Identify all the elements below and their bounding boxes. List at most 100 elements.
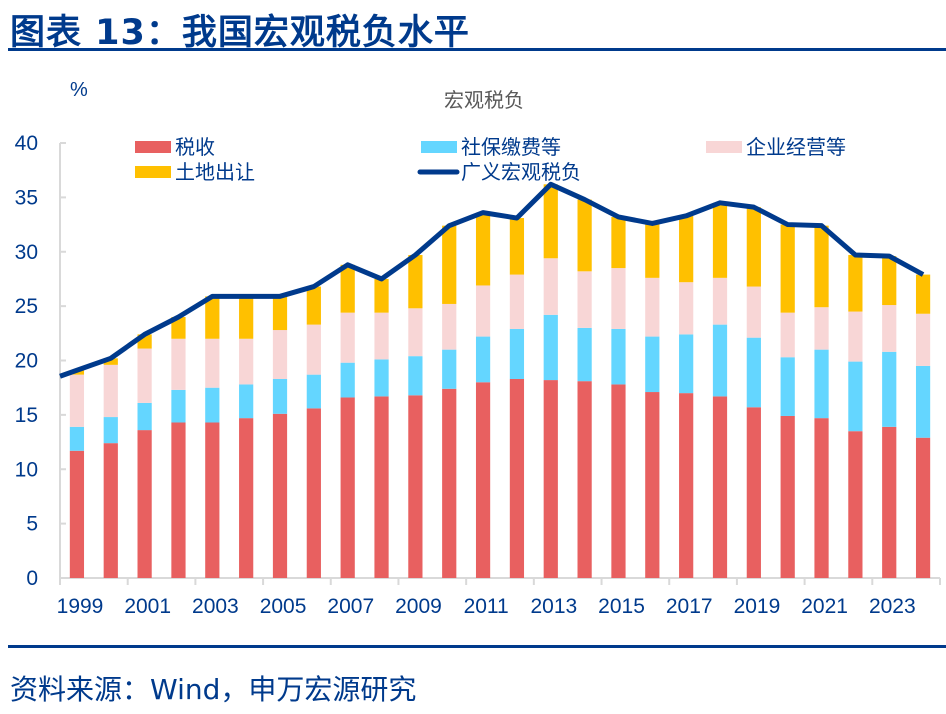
- bar-tax-2004: [239, 418, 254, 578]
- bar-tax-2014: [577, 381, 592, 578]
- bar-enterprise-2019: [746, 286, 761, 338]
- bar-tax-2024: [915, 437, 931, 578]
- bar-land-2011: [475, 212, 491, 286]
- bar-tax-2021: [814, 418, 829, 578]
- bar-enterprise-2022: [848, 311, 863, 362]
- bar-tax-2008: [374, 396, 389, 578]
- x-tick-label: 2013: [530, 595, 577, 618]
- bar-tax-2018: [712, 396, 728, 578]
- bar-social-2011: [475, 336, 491, 383]
- bar-land-2005: [272, 296, 288, 331]
- bar-social-2018: [712, 324, 728, 397]
- bar-tax-2010: [442, 388, 457, 578]
- bar-social-2017: [679, 334, 694, 394]
- y-tick-label: 35: [15, 186, 38, 209]
- bar-land-2004: [239, 296, 254, 339]
- bar-tax-2005: [272, 413, 288, 578]
- bar-social-2005: [272, 378, 288, 414]
- bar-social-2002: [171, 389, 186, 423]
- y-tick-label: 25: [15, 295, 38, 318]
- bar-social-2009: [408, 356, 423, 396]
- title-divider: [8, 48, 946, 51]
- bar-land-2012: [509, 218, 525, 275]
- bar-tax-2003: [205, 422, 220, 578]
- x-tick-label: 2007: [327, 595, 374, 618]
- bar-enterprise-2002: [171, 338, 186, 390]
- bar-social-2000: [103, 417, 118, 444]
- bar-enterprise-2017: [679, 282, 694, 335]
- footer-divider: [8, 645, 946, 648]
- bar-tax-2006: [306, 408, 321, 578]
- bar-social-2014: [577, 327, 592, 382]
- legend-label-enterprise: 企业经营等: [746, 135, 846, 159]
- x-tick-label: 2003: [192, 595, 239, 618]
- bar-land-2024: [915, 274, 931, 314]
- bar-tax-2007: [340, 397, 355, 578]
- bar-enterprise-2018: [712, 277, 728, 325]
- x-tick-label: 2023: [869, 595, 916, 618]
- bar-enterprise-2011: [475, 285, 491, 337]
- bar-social-1999: [69, 426, 85, 451]
- legend-swatch-social: [421, 141, 457, 153]
- bar-land-2006: [306, 286, 321, 325]
- legend-swatch-land: [135, 166, 171, 178]
- x-tick-label: 2011: [464, 595, 509, 618]
- bar-land-2019: [746, 207, 761, 287]
- bar-social-2003: [205, 387, 220, 423]
- bar-social-2012: [509, 328, 525, 379]
- bar-social-2013: [543, 314, 558, 381]
- bar-land-2016: [645, 223, 660, 278]
- bar-enterprise-2000: [103, 364, 118, 418]
- bar-enterprise-2007: [340, 312, 355, 363]
- bar-social-2008: [374, 359, 389, 397]
- bar-tax-2001: [137, 430, 152, 578]
- y-tick-label: 5: [26, 513, 38, 536]
- legend-label-tax: 税收: [175, 135, 215, 159]
- bar-tax-2023: [882, 426, 897, 578]
- stacked-bar-line-chart: % 宏观税负 0 5 10 15 20 25 30 35 40 1999 2001 2003 2005 2…: [15, 79, 941, 618]
- bar-land-2013: [543, 184, 558, 259]
- bar-enterprise-2005: [272, 330, 288, 379]
- bar-tax-2012: [509, 378, 525, 578]
- x-tick-label: 2009: [395, 595, 442, 618]
- bar-land-2002: [171, 317, 186, 339]
- y-tick-label: 0: [26, 567, 38, 590]
- bar-tax-2000: [103, 443, 118, 578]
- bar-tax-2002: [171, 422, 186, 578]
- bar-tax-1999: [69, 450, 85, 578]
- bar-enterprise-2010: [442, 303, 457, 350]
- line-series-group: [59, 181, 925, 379]
- y-tick-label: 10: [15, 458, 38, 481]
- bar-enterprise-2013: [543, 258, 558, 315]
- legend-label-line: 广义宏观税负: [461, 160, 581, 184]
- y-tick-label: 40: [15, 132, 38, 155]
- bar-enterprise-2015: [611, 268, 626, 329]
- x-tick-label: 1999: [57, 595, 104, 618]
- x-tick-label: 2017: [666, 595, 713, 618]
- bar-tax-2016: [645, 392, 660, 578]
- bar-land-2014: [577, 199, 592, 272]
- y-tick-label: 30: [15, 241, 38, 264]
- bar-enterprise-2014: [577, 271, 592, 328]
- bar-social-2001: [137, 402, 152, 431]
- x-tick-label: 2021: [801, 595, 848, 618]
- legend-swatch-enterprise: [706, 141, 742, 153]
- bar-land-2020: [780, 224, 795, 313]
- bar-tax-2019: [746, 407, 761, 578]
- x-tick-label: 2005: [260, 595, 307, 618]
- bar-enterprise-2023: [882, 305, 897, 352]
- bar-social-2015: [611, 328, 626, 385]
- bar-land-2022: [848, 255, 863, 312]
- y-axis-unit: %: [70, 79, 88, 101]
- chart-title: 宏观税负: [444, 88, 524, 112]
- y-tick-label: 15: [15, 404, 38, 427]
- bar-enterprise-2016: [645, 277, 660, 337]
- bar-social-2007: [340, 362, 355, 398]
- bar-tax-2015: [611, 384, 626, 578]
- bar-tax-2017: [679, 393, 694, 578]
- bar-enterprise-1999: [69, 374, 85, 427]
- bar-social-2016: [645, 336, 660, 393]
- y-tick-label: 20: [15, 350, 38, 373]
- bar-land-2015: [611, 216, 626, 269]
